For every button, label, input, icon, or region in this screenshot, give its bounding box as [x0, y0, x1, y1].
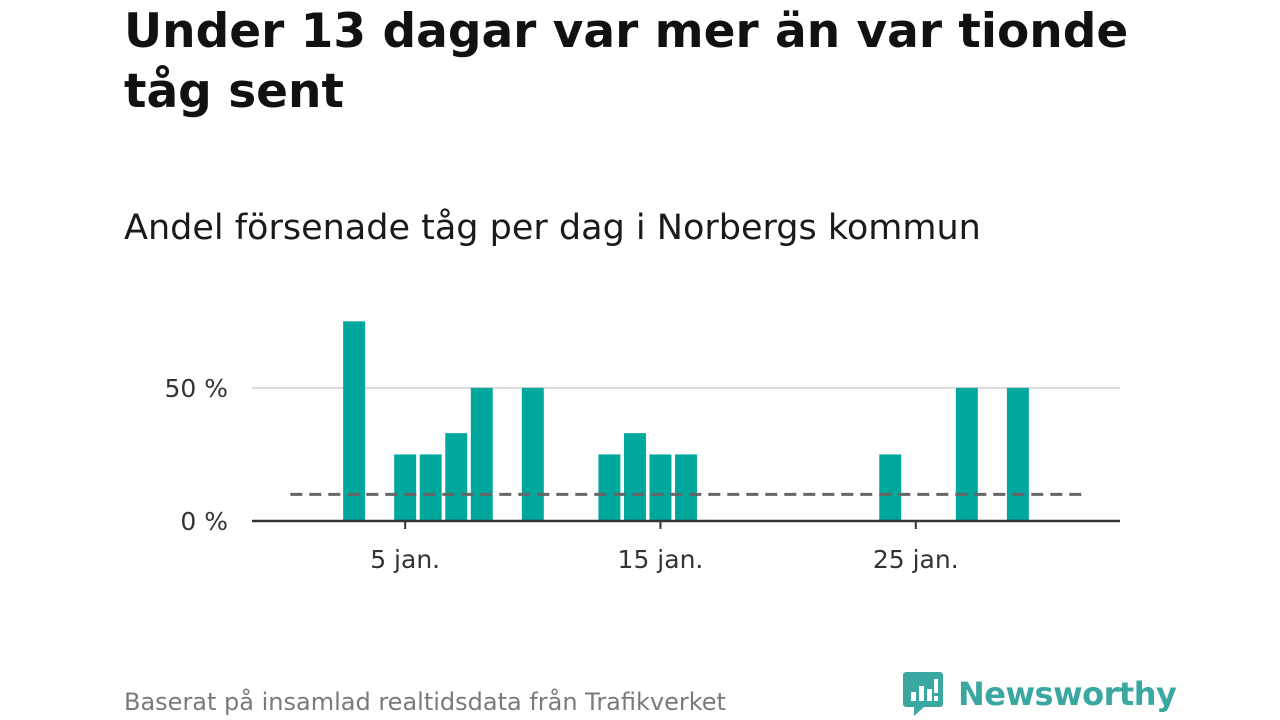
brand-name: Newsworthy — [958, 675, 1177, 713]
brand-logo[interactable]: Newsworthy — [902, 670, 1177, 718]
x-tick-label: 5 jan. — [370, 545, 440, 574]
bar[interactable] — [419, 454, 442, 521]
bar[interactable] — [623, 433, 646, 521]
bar[interactable] — [343, 321, 366, 521]
bar[interactable] — [955, 387, 978, 521]
bars — [343, 321, 1029, 521]
newsworthy-logo-icon — [903, 672, 943, 716]
y-tick-label: 0 % — [180, 507, 228, 536]
source-note: Baserat på insamlad realtidsdata från Tr… — [124, 688, 726, 716]
x-tick-label: 25 jan. — [873, 545, 959, 574]
bar[interactable] — [598, 454, 621, 521]
bar[interactable] — [879, 454, 902, 521]
bar[interactable] — [470, 387, 493, 521]
bar[interactable] — [1006, 387, 1029, 521]
chart-subtitle: Andel försenade tåg per dag i Norbergs k… — [124, 208, 981, 248]
bar-chart: 0 % 50 % 5 jan. 15 jan. 25 jan. — [164, 321, 1120, 574]
bar[interactable] — [521, 387, 544, 521]
bar[interactable] — [445, 433, 468, 521]
bar[interactable] — [649, 454, 672, 521]
bar[interactable] — [675, 454, 697, 521]
bar[interactable] — [394, 454, 417, 521]
y-tick-label: 50 % — [164, 374, 228, 403]
x-tick-label: 15 jan. — [618, 545, 704, 574]
chart-title: Under 13 dagar var mer än var tionde tåg… — [124, 4, 1129, 119]
axes: 0 % 50 % 5 jan. 15 jan. 25 jan. — [164, 374, 1120, 574]
